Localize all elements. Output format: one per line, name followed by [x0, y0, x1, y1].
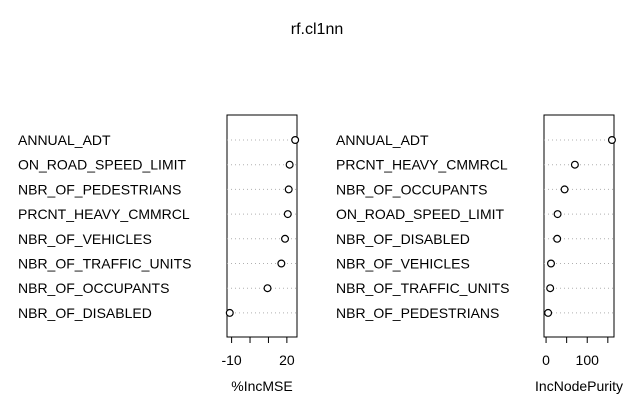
variable-label: NBR_OF_PEDESTRIANS — [18, 181, 181, 197]
variable-label: ON_ROAD_SPEED_LIMIT — [18, 157, 186, 173]
data-point — [263, 284, 272, 293]
variable-label: NBR_OF_OCCUPANTS — [336, 181, 487, 197]
data-point — [553, 234, 562, 243]
variable-label: NBR_OF_DISABLED — [18, 305, 152, 321]
variable-label: ANNUAL_ADT — [18, 132, 111, 148]
variable-labels: ANNUAL_ADT ON_ROAD_SPEED_LIMIT NBR_OF_PEDE… — [18, 132, 191, 321]
x-axis-title: IncNodePurity — [535, 378, 623, 394]
chart-title: rf.cl1nn — [291, 21, 343, 38]
variable-label: ANNUAL_ADT — [336, 132, 429, 148]
data-points — [544, 136, 616, 317]
x-tick-label: 100 — [576, 352, 600, 368]
variable-label: NBR_OF_TRAFFIC_UNITS — [336, 280, 509, 296]
data-point — [544, 308, 553, 317]
variable-label: ON_ROAD_SPEED_LIMIT — [336, 206, 504, 222]
x-axis: 0 100 — [542, 336, 609, 368]
variable-label: NBR_OF_DISABLED — [336, 231, 470, 247]
data-point — [284, 185, 293, 194]
data-point — [607, 136, 616, 145]
data-point — [283, 210, 292, 219]
x-tick-label: 0 — [542, 352, 550, 368]
data-point — [570, 160, 579, 169]
data-point — [225, 308, 234, 317]
variable-label: NBR_OF_OCCUPANTS — [18, 280, 169, 296]
variable-label: PRCNT_HEAVY_CMMRCL — [336, 157, 508, 173]
data-points — [225, 136, 300, 317]
plot-frame — [543, 114, 615, 338]
panel-incmse: ANNUAL_ADT ON_ROAD_SPEED_LIMIT NBR_OF_PEDE… — [18, 114, 300, 394]
data-point — [553, 210, 562, 219]
data-point — [560, 185, 569, 194]
panel-incnodepurity: ANNUAL_ADT PRCNT_HEAVY_CMMRCL NBR_OF_OCCUP… — [336, 114, 623, 394]
x-axis: -10 20 — [221, 336, 295, 368]
variable-label: PRCNT_HEAVY_CMMRCL — [18, 206, 190, 222]
data-point — [546, 259, 555, 268]
variable-label: NBR_OF_TRAFFIC_UNITS — [18, 256, 191, 272]
data-point — [291, 136, 300, 145]
data-point — [285, 160, 294, 169]
dotted-guides — [544, 139, 614, 314]
variable-labels: ANNUAL_ADT PRCNT_HEAVY_CMMRCL NBR_OF_OCCUP… — [336, 132, 509, 321]
x-axis-title: %IncMSE — [231, 378, 292, 394]
variable-label: NBR_OF_PEDESTRIANS — [336, 305, 499, 321]
variable-label: NBR_OF_VEHICLES — [336, 256, 470, 272]
data-point — [546, 284, 555, 293]
variable-label: NBR_OF_VEHICLES — [18, 231, 152, 247]
x-tick-label: 20 — [279, 352, 295, 368]
data-point — [281, 234, 290, 243]
data-point — [277, 259, 286, 268]
x-tick-label: -10 — [221, 352, 241, 368]
plot-frame — [226, 114, 298, 338]
